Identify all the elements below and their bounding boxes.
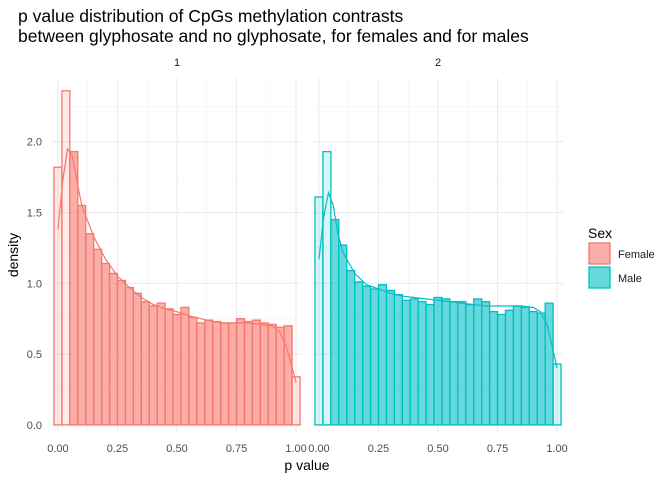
histogram-bar — [457, 301, 467, 426]
histogram-bar — [243, 320, 254, 426]
histogram-bar — [220, 322, 230, 426]
histogram-bar — [528, 310, 538, 426]
histogram-bar — [520, 306, 530, 426]
histogram-bar — [354, 281, 364, 426]
x-axis-title: p value — [284, 457, 329, 473]
histogram-bar — [148, 305, 158, 426]
histogram-bar — [180, 306, 190, 426]
histogram-bar — [433, 296, 443, 426]
histogram-bar — [465, 303, 475, 426]
histogram-bar — [330, 218, 340, 426]
histogram-bar — [196, 322, 206, 426]
histogram-bar — [504, 309, 515, 426]
chart-title-line-2: between glyphosate and no glyphosate, fo… — [18, 26, 529, 46]
histogram-bar — [116, 279, 127, 426]
chart-title-line-1: p value distribution of CpGs methylation… — [18, 6, 404, 26]
legend-key-male — [588, 266, 611, 289]
chart-title: p value distribution of CpGs methylation… — [18, 6, 529, 46]
histogram-bar — [425, 303, 435, 426]
histogram-bar — [481, 301, 491, 426]
density-curve — [57, 147, 297, 383]
histogram-bar — [393, 293, 403, 426]
histogram-bar — [338, 244, 348, 426]
histogram-bar — [235, 318, 246, 426]
histogram-bar — [417, 301, 427, 426]
histogram-bar — [322, 150, 332, 426]
histogram-bar — [385, 289, 395, 426]
x-tick-label: 0.50 — [166, 443, 187, 455]
histogram-bar — [552, 363, 562, 426]
histogram-bar — [140, 301, 150, 426]
x-tick-label: 1.00 — [546, 443, 567, 455]
histogram-bar — [283, 325, 293, 426]
histogram-bar — [188, 316, 198, 426]
histogram-bar — [164, 308, 174, 426]
histogram-bar — [85, 233, 95, 426]
histogram-bar — [204, 319, 214, 426]
histogram-bar — [496, 313, 507, 426]
y-tick-label: 2.0 — [27, 137, 42, 149]
histogram-bar — [275, 326, 285, 426]
histogram-bar — [156, 302, 166, 426]
x-tick-label: 0.50 — [427, 443, 448, 455]
histogram-bar — [377, 284, 388, 426]
histogram-bar — [441, 298, 451, 426]
histogram-bar — [132, 292, 142, 426]
histogram-bar — [536, 312, 546, 426]
y-tick-label: 1.0 — [27, 278, 42, 290]
density-curve — [318, 190, 558, 369]
x-tick-label: 0.75 — [487, 443, 508, 455]
histogram-bar — [108, 272, 119, 426]
legend-label-female: Female — [618, 249, 655, 261]
histogram-bar — [409, 298, 419, 426]
histogram-bar — [361, 285, 372, 426]
facet-strip-label: 1 — [174, 57, 180, 69]
histogram-bar — [449, 301, 459, 426]
histogram-bar — [259, 322, 269, 426]
x-tick-label: 0.00 — [308, 443, 329, 455]
histogram-bar — [473, 298, 483, 426]
histogram-bar — [267, 323, 277, 426]
histogram-bar — [93, 248, 103, 426]
histogram-bar — [100, 262, 111, 426]
legend-title: Sex — [588, 225, 612, 241]
histogram-bar — [124, 286, 134, 426]
x-tick-label: 0.25 — [107, 443, 128, 455]
histogram-bar — [227, 322, 238, 426]
legend-label-male: Male — [618, 273, 642, 285]
histogram-bar — [544, 302, 554, 426]
x-tick-label: 0.75 — [226, 443, 247, 455]
histogram-bar — [77, 204, 87, 426]
histogram-bar — [369, 288, 380, 426]
histogram-bar — [401, 299, 411, 426]
x-tick-label: 0.00 — [47, 443, 68, 455]
legend-key-female — [588, 242, 611, 265]
y-tick-label: 1.5 — [27, 208, 42, 220]
histogram-bar — [488, 310, 499, 426]
histogram-bar — [512, 305, 522, 426]
y-tick-label: 0.5 — [27, 349, 42, 361]
histogram-bar — [172, 313, 182, 426]
histogram-bar — [251, 319, 261, 426]
histogram-bar — [69, 150, 79, 426]
x-tick-label: 0.25 — [368, 443, 389, 455]
histogram-bar — [346, 269, 356, 426]
histogram-bar — [61, 90, 71, 426]
facet-strip-label: 2 — [435, 57, 441, 69]
x-tick-label: 1.00 — [285, 443, 306, 455]
y-tick-label: 0.0 — [27, 420, 42, 432]
y-axis-title: density — [5, 233, 21, 277]
histogram-bar — [291, 376, 301, 426]
histogram-bar — [212, 320, 222, 426]
